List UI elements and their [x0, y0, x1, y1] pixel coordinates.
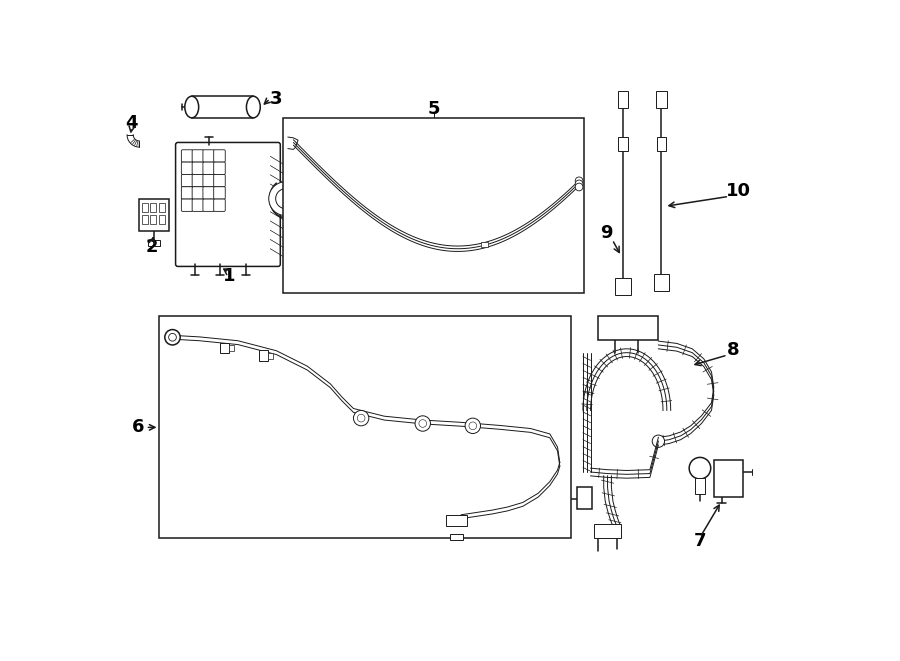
- FancyBboxPatch shape: [192, 199, 203, 212]
- Text: 1: 1: [222, 266, 235, 285]
- Text: 2: 2: [146, 238, 158, 256]
- Bar: [158, 215, 165, 224]
- FancyBboxPatch shape: [192, 175, 203, 187]
- Text: 7: 7: [694, 532, 706, 551]
- Circle shape: [469, 422, 477, 430]
- Bar: [150, 215, 157, 224]
- FancyBboxPatch shape: [176, 143, 280, 266]
- Bar: [594, 524, 621, 538]
- Circle shape: [465, 418, 481, 434]
- Text: 6: 6: [131, 418, 144, 436]
- Bar: [714, 461, 743, 498]
- FancyBboxPatch shape: [182, 150, 193, 162]
- Bar: [696, 478, 705, 494]
- Ellipse shape: [184, 97, 199, 118]
- Bar: [618, 137, 627, 151]
- Text: 5: 5: [428, 100, 440, 118]
- Circle shape: [575, 180, 583, 188]
- Bar: [451, 533, 463, 540]
- Bar: [141, 202, 148, 212]
- Bar: [141, 215, 148, 224]
- Ellipse shape: [247, 97, 260, 118]
- Bar: [159, 317, 572, 538]
- FancyBboxPatch shape: [192, 150, 203, 162]
- Bar: [657, 137, 666, 151]
- Bar: [653, 274, 669, 291]
- Bar: [192, 97, 254, 118]
- FancyBboxPatch shape: [192, 187, 203, 199]
- Circle shape: [415, 416, 430, 431]
- Bar: [481, 242, 488, 247]
- FancyBboxPatch shape: [213, 150, 225, 162]
- FancyBboxPatch shape: [182, 199, 193, 212]
- FancyBboxPatch shape: [192, 162, 203, 175]
- Bar: [656, 91, 667, 108]
- FancyBboxPatch shape: [202, 199, 214, 212]
- Text: 10: 10: [726, 182, 751, 200]
- Text: 8: 8: [726, 341, 740, 360]
- Circle shape: [275, 188, 296, 209]
- FancyBboxPatch shape: [213, 162, 225, 175]
- Bar: [598, 317, 659, 340]
- FancyBboxPatch shape: [202, 150, 214, 162]
- Circle shape: [165, 330, 180, 345]
- Circle shape: [418, 420, 427, 428]
- Text: 4: 4: [125, 114, 138, 132]
- FancyBboxPatch shape: [213, 175, 225, 187]
- Circle shape: [652, 435, 664, 447]
- FancyBboxPatch shape: [213, 199, 225, 212]
- Bar: [140, 199, 168, 231]
- FancyBboxPatch shape: [202, 162, 214, 175]
- Bar: [577, 487, 592, 509]
- Text: 9: 9: [599, 224, 612, 243]
- Circle shape: [357, 414, 365, 422]
- Circle shape: [168, 333, 176, 341]
- Circle shape: [354, 410, 369, 426]
- Bar: [230, 345, 234, 351]
- FancyBboxPatch shape: [182, 162, 193, 175]
- Bar: [158, 202, 165, 212]
- Bar: [616, 278, 631, 295]
- Bar: [268, 353, 273, 359]
- Bar: [150, 202, 157, 212]
- Circle shape: [689, 457, 711, 479]
- Bar: [283, 118, 584, 293]
- Circle shape: [269, 182, 302, 215]
- Circle shape: [575, 177, 583, 184]
- Bar: [617, 91, 628, 108]
- Bar: [446, 515, 467, 526]
- FancyBboxPatch shape: [202, 187, 214, 199]
- FancyBboxPatch shape: [202, 175, 214, 187]
- Bar: [148, 240, 160, 247]
- Bar: [258, 350, 268, 361]
- FancyBboxPatch shape: [182, 175, 193, 187]
- Text: 3: 3: [270, 90, 283, 108]
- FancyBboxPatch shape: [182, 187, 193, 199]
- Circle shape: [575, 183, 583, 191]
- Bar: [220, 342, 230, 354]
- FancyBboxPatch shape: [213, 187, 225, 199]
